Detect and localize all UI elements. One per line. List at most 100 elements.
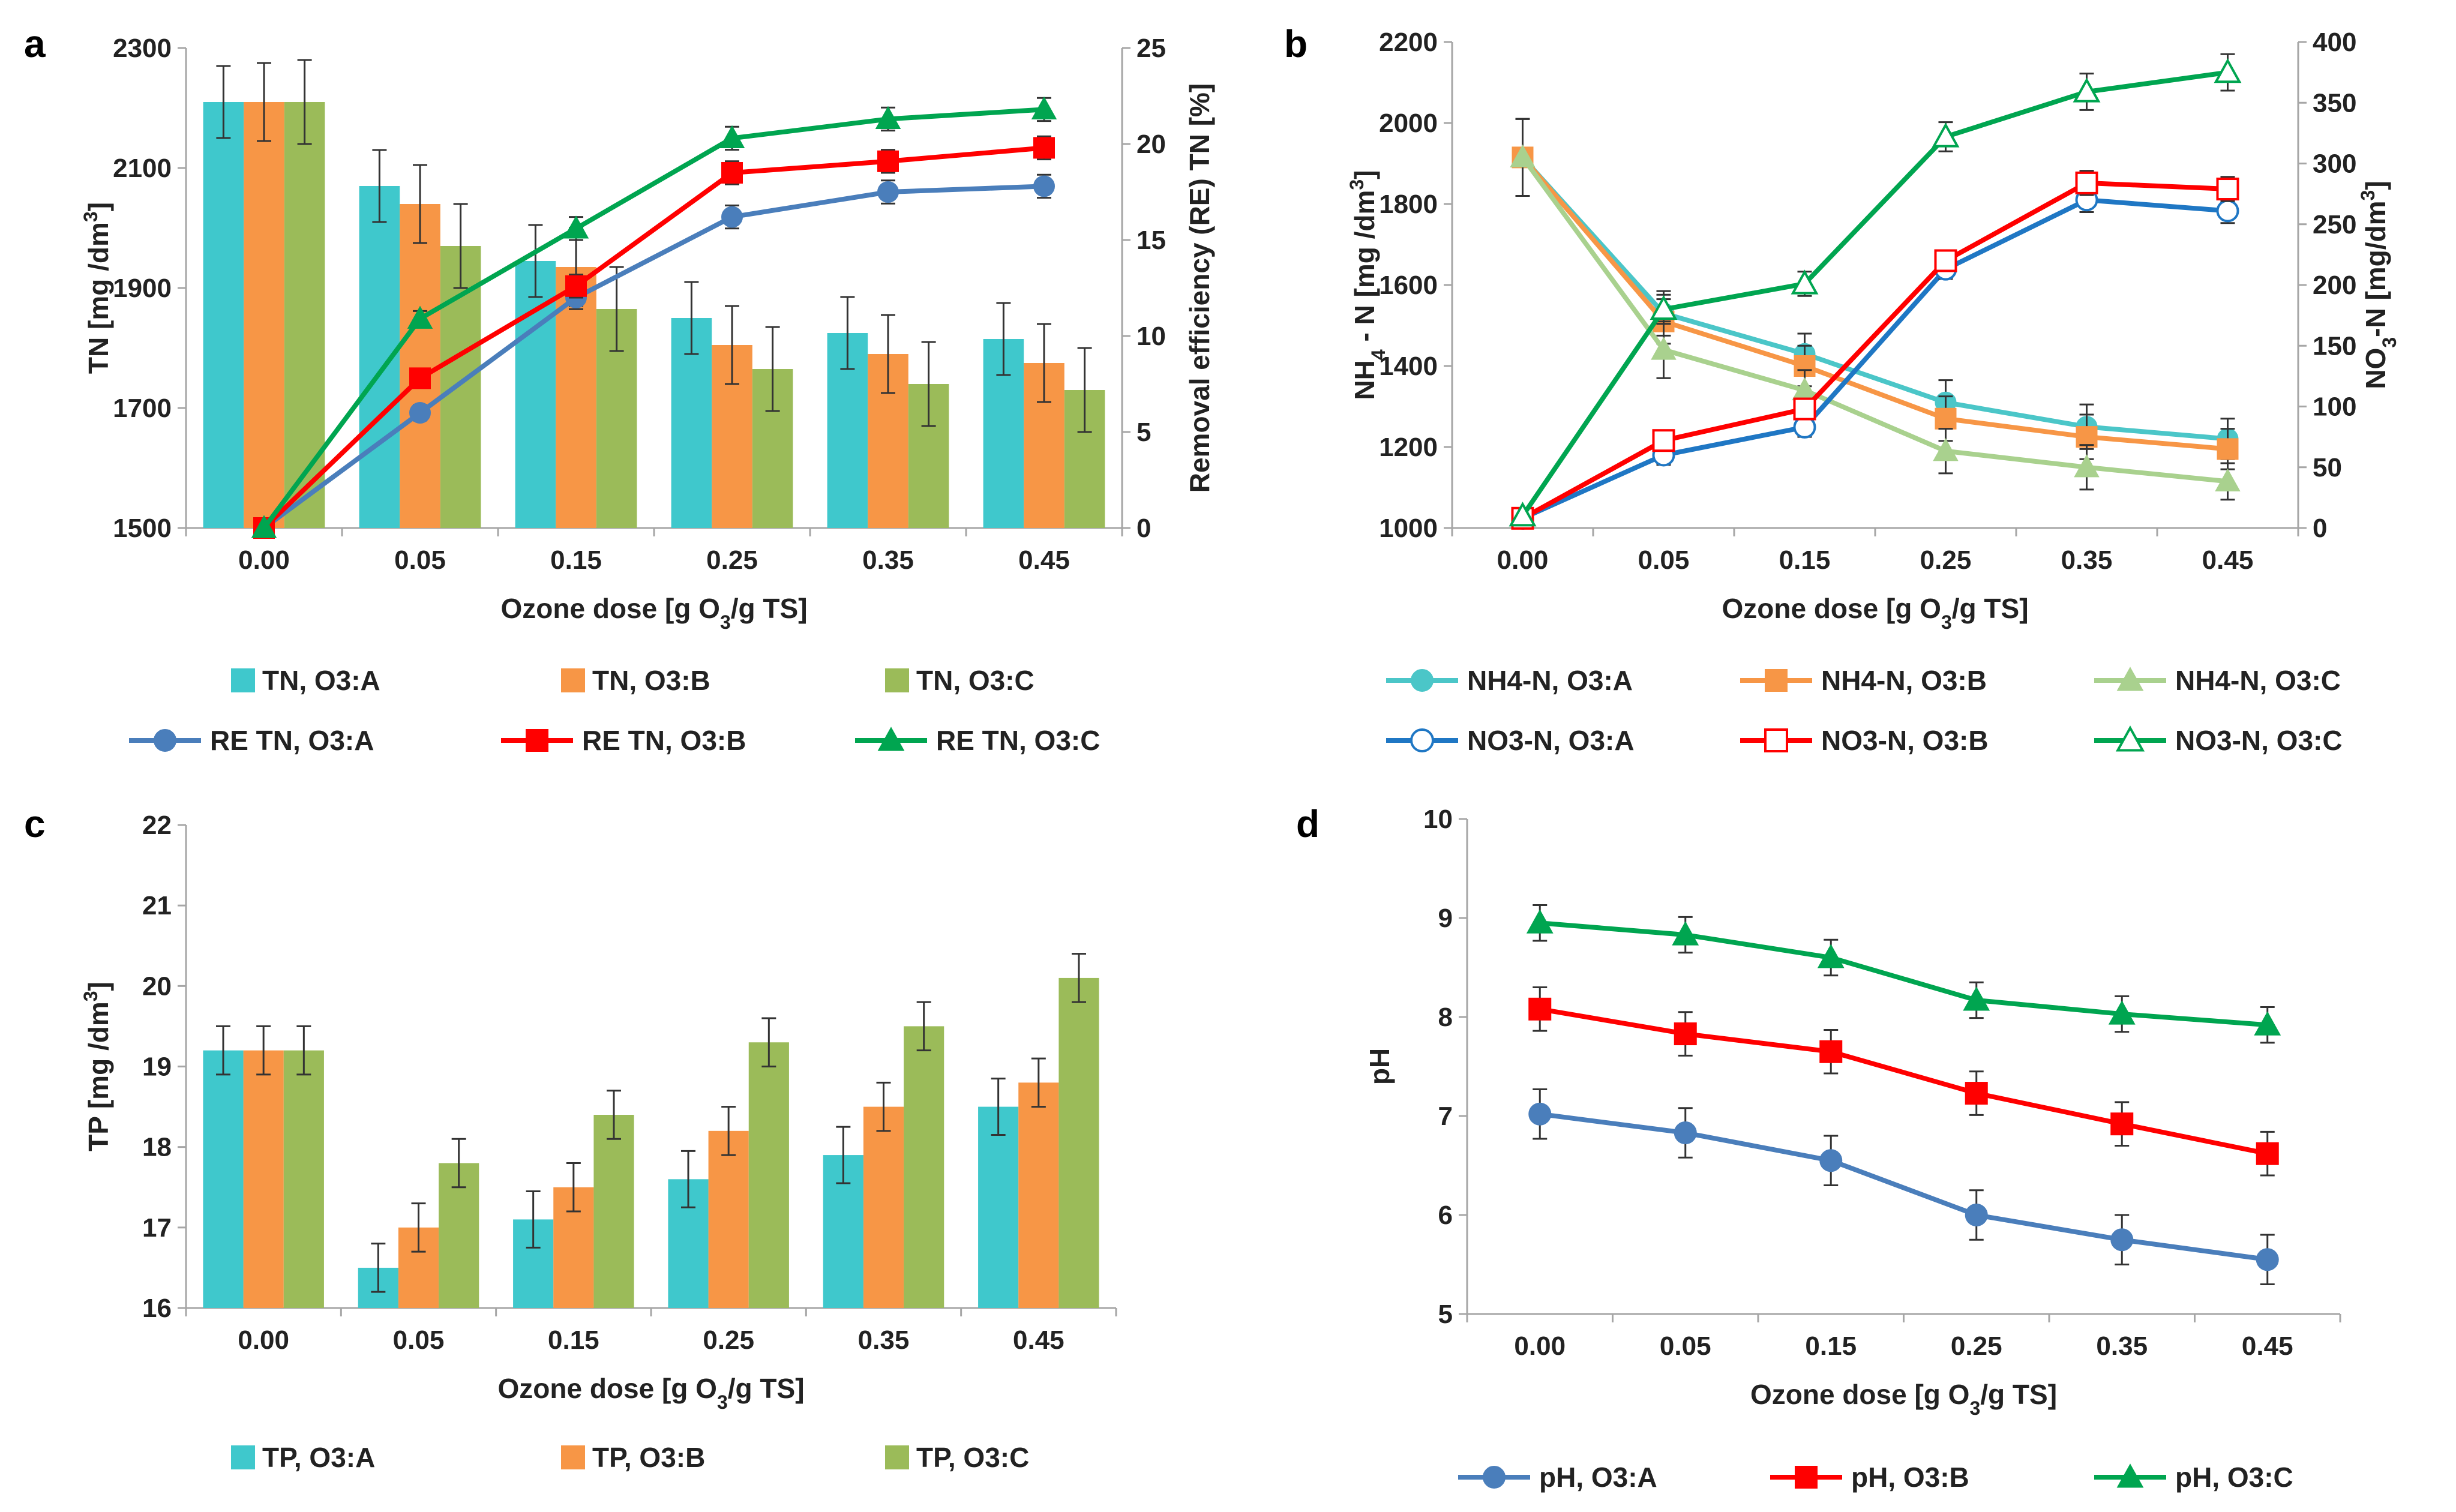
x-tick-label: 0.25: [1951, 1331, 2002, 1361]
ph-point: [1674, 1121, 1697, 1145]
y-tick-label: 2200: [1379, 28, 1438, 57]
no3-n-legend-label: NO3-N, O3:C: [2175, 725, 2343, 756]
no3-n-point: [1793, 397, 1816, 421]
nh4-n-point: [2074, 454, 2100, 478]
tp-bar: [1058, 977, 1099, 1308]
re-tn-point: [409, 402, 431, 424]
re-tn-legend-marker: [154, 729, 176, 752]
no3-n-point: [1791, 269, 1819, 295]
re-tn-line: [262, 145, 1045, 530]
tp-legend-label: TP, O3:A: [262, 1442, 375, 1473]
ph-point: [1528, 1102, 1552, 1126]
y-tick-label: 16: [142, 1294, 172, 1323]
panel-d: d 5 6 7 8 9 10 0.00 0.05 0.15 0.25 0.35 0.45 Ozone do…: [1296, 802, 2341, 1493]
y2-tick-label: 250: [2313, 210, 2356, 239]
y-tick-label: 22: [142, 811, 172, 840]
no3-n-point: [2073, 77, 2101, 103]
y-tick-label: 1400: [1379, 352, 1438, 381]
tp-bar: [978, 1106, 1019, 1308]
nh4-n-line: [1521, 156, 2228, 484]
x-tick-label: 0.35: [2061, 545, 2113, 575]
x-tick-label: 0.25: [1920, 545, 1972, 575]
re-tn-point: [565, 275, 587, 297]
x-axis-label-part: /g TS]: [1980, 1379, 2057, 1410]
y2-tick-label: 20: [1136, 130, 1166, 159]
x-axis-label-part: O: [1948, 1379, 1970, 1410]
x-axis-label: Ozone dose [g O3/g TS]: [500, 593, 807, 633]
y-axis-label-part: - N [mg /: [1349, 231, 1380, 349]
y-axis-label-part: 3: [80, 991, 101, 1001]
x-tick-label: 0.05: [1660, 1331, 1711, 1361]
y2-axis-label-part: 3: [2379, 337, 2400, 348]
x-tick-label: 0.00: [238, 1325, 289, 1355]
no3-n-legend-marker: [1410, 728, 1434, 752]
ph-line: [1539, 920, 2268, 1028]
y-axis-label-part: TN [mg /: [83, 263, 114, 374]
no3-n-point: [2214, 58, 2242, 83]
nh4-n-point: [1510, 144, 1536, 168]
re-tn-line: [262, 107, 1045, 530]
no3-n-point: [1509, 502, 1537, 527]
re-tn-point: [877, 181, 899, 203]
tn-legend-swatch: [231, 668, 255, 692]
x-axis-label-part: 3: [1941, 611, 1952, 633]
no3-n-point: [2216, 199, 2239, 223]
nh4-n-legend-label: NH4-N, O3:B: [1821, 665, 1987, 696]
tp-legend-swatch: [885, 1445, 909, 1469]
panel-label: b: [1284, 22, 1308, 65]
re-tn-point: [877, 150, 899, 172]
y2-tick-label: 0: [2313, 514, 2327, 543]
x-tick-label: 0.15: [548, 1325, 599, 1355]
y2-tick-label: 10: [1136, 322, 1166, 351]
y-axis-label-part: ]: [83, 202, 114, 211]
y-axis-label-part: NH: [1349, 360, 1380, 400]
re-tn-point: [409, 367, 431, 389]
y2-tick-label: 25: [1136, 34, 1166, 63]
y-tick-label: 2100: [113, 154, 172, 183]
y-tick-label: 1000: [1379, 514, 1438, 543]
y-axis-label-part: 4: [1368, 349, 1389, 360]
y2-tick-label: 400: [2313, 28, 2356, 57]
ph-point: [2108, 1000, 2136, 1025]
y-axis-label: pH: [1364, 1048, 1395, 1085]
tn-legend-label: TN, O3:A: [262, 665, 380, 696]
ph-point: [1817, 944, 1845, 968]
y-tick-label: 10: [1423, 805, 1453, 834]
y-axis-label-part: TP [mg /: [83, 1043, 114, 1151]
tp-bar: [283, 1050, 324, 1308]
y-axis-label: TP [mg /dm3]: [80, 982, 114, 1151]
re-tn-point: [721, 162, 743, 184]
no3-n-line: [1521, 180, 2228, 521]
no3-n-legend-marker: [2115, 725, 2145, 752]
re-tn-point: [1031, 96, 1057, 120]
x-axis-label-part: O: [698, 593, 720, 624]
y2-axis-label-part: Removal efficiency (RE) TN [%]: [1184, 83, 1215, 493]
y-axis-label: NH4 - N [mg /dm3]: [1346, 170, 1389, 400]
tp-legend-label: TP, O3:B: [592, 1442, 705, 1473]
x-tick-label: 0.15: [1779, 545, 1831, 575]
panel-a: a 1500 1700 1900 2100 2300 0 5 10 15 20 25 0.00 0.05 0…: [24, 22, 1215, 756]
nh4-n-point: [1933, 438, 1959, 461]
x-tick-label: 0.25: [706, 545, 758, 575]
re-tn-point: [1033, 137, 1055, 159]
ph-legend-marker: [2116, 1463, 2144, 1488]
tp-bar: [243, 1050, 284, 1308]
no3-n-legend-marker: [1764, 728, 1788, 752]
y-tick-label: 17: [142, 1213, 172, 1243]
x-tick-label: 0.45: [2242, 1331, 2293, 1361]
tp-legend-swatch: [561, 1445, 585, 1469]
ph-legend-marker: [1483, 1466, 1506, 1489]
x-tick-label: 0.00: [1514, 1331, 1566, 1361]
ph-point: [1965, 1204, 1988, 1226]
x-tick-label: 0.00: [1497, 545, 1549, 575]
tp-bar: [863, 1106, 904, 1308]
re-tn-point: [721, 206, 743, 228]
tp-bar: [1018, 1082, 1059, 1308]
panel-label: d: [1296, 802, 1320, 845]
y-axis-label-part: dm: [83, 1001, 114, 1043]
tn-legend-label: TN, O3:B: [592, 665, 710, 696]
x-axis-label: Ozone dose [g O3/g TS]: [1750, 1379, 2057, 1419]
ph-legend-label: pH, O3:C: [2175, 1462, 2293, 1493]
re-tn-point: [719, 125, 745, 149]
ph-line: [1539, 1111, 2268, 1262]
